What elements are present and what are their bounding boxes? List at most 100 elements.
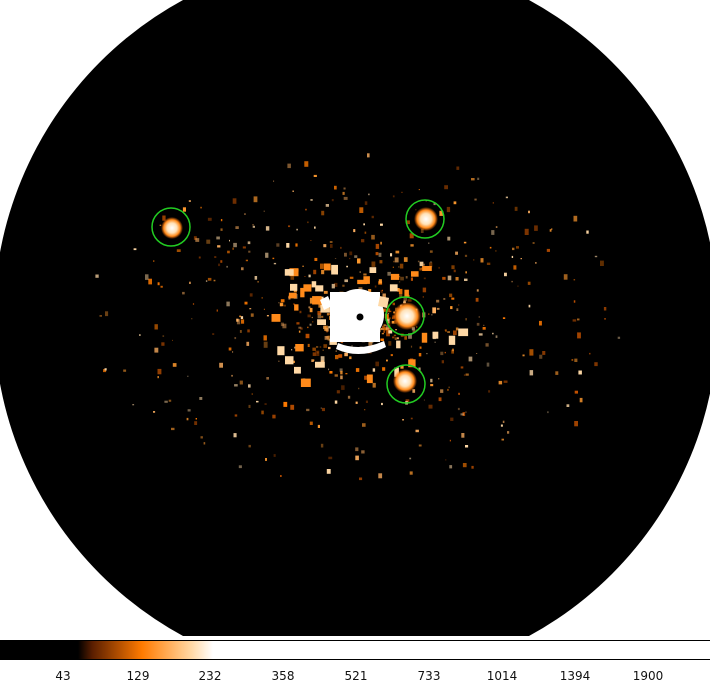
speckle xyxy=(385,314,389,320)
speckle xyxy=(375,252,379,256)
speckle xyxy=(251,393,253,395)
speckle xyxy=(444,185,448,190)
speckle xyxy=(250,313,254,317)
speckle xyxy=(103,369,107,373)
speckle xyxy=(465,373,469,376)
speckle xyxy=(389,317,392,320)
speckle xyxy=(343,196,348,200)
speckle xyxy=(492,202,494,204)
speckle xyxy=(323,344,328,348)
colorbar-tick: 1900 xyxy=(632,669,664,683)
speckle xyxy=(468,356,473,362)
speckle xyxy=(344,352,348,357)
speckle xyxy=(408,333,412,339)
speckle xyxy=(334,258,337,259)
speckle xyxy=(379,260,383,264)
speckle xyxy=(473,259,475,261)
speckle xyxy=(464,278,468,281)
speckle xyxy=(240,316,244,319)
astronomical-image-view[interactable] xyxy=(0,0,710,636)
speckle xyxy=(378,473,383,479)
speckle xyxy=(445,459,447,461)
speckle xyxy=(358,387,360,390)
speckle xyxy=(206,239,211,244)
speckle xyxy=(299,310,302,314)
region-marker-2[interactable] xyxy=(405,199,445,239)
speckle xyxy=(453,201,457,205)
speckle xyxy=(320,356,325,362)
speckle xyxy=(409,457,412,460)
speckle xyxy=(398,266,400,268)
colorbar-tick: 129 xyxy=(126,669,150,683)
region-marker-1[interactable] xyxy=(151,207,191,247)
speckle xyxy=(535,262,537,264)
speckle xyxy=(353,229,356,233)
region-marker-3[interactable] xyxy=(385,296,425,336)
speckle xyxy=(539,354,543,359)
speckle xyxy=(316,346,319,348)
speckle xyxy=(300,287,305,298)
speckle xyxy=(426,353,428,355)
speckle xyxy=(363,276,370,284)
speckle xyxy=(492,332,494,335)
speckle xyxy=(355,455,359,461)
speckle xyxy=(501,438,504,441)
speckle xyxy=(463,241,467,244)
speckle xyxy=(500,424,503,427)
speckle xyxy=(386,327,389,331)
speckle xyxy=(480,258,484,263)
speckle xyxy=(511,280,513,283)
speckle xyxy=(272,257,275,260)
speckle xyxy=(266,315,269,317)
speckle xyxy=(399,263,404,269)
region-marker-4[interactable] xyxy=(386,364,426,404)
speckle xyxy=(410,345,413,348)
speckle xyxy=(398,288,403,295)
speckle xyxy=(279,302,284,306)
speckle xyxy=(323,244,327,248)
speckle xyxy=(381,332,384,335)
speckle xyxy=(172,363,177,367)
speckle xyxy=(422,263,425,266)
speckle xyxy=(378,252,382,257)
speckle xyxy=(193,236,197,240)
speckle xyxy=(409,471,413,475)
speckle xyxy=(418,189,420,191)
speckle xyxy=(380,338,384,341)
speckle xyxy=(407,299,412,302)
speckle xyxy=(382,293,386,299)
speckle xyxy=(410,244,414,247)
speckle xyxy=(314,226,316,229)
speckle xyxy=(254,276,258,280)
speckle xyxy=(307,343,310,347)
speckle xyxy=(363,273,367,276)
speckle xyxy=(284,269,294,276)
speckle xyxy=(476,322,480,326)
speckle xyxy=(249,293,253,297)
speckle xyxy=(458,328,469,337)
speckle xyxy=(266,377,269,380)
speckle xyxy=(359,477,363,481)
speckle xyxy=(261,410,264,415)
speckle xyxy=(572,319,577,322)
speckle xyxy=(104,368,107,371)
speckle xyxy=(305,333,310,339)
speckle xyxy=(326,469,331,474)
speckle xyxy=(504,272,507,277)
speckle xyxy=(418,444,422,447)
speckle xyxy=(604,318,606,320)
speckle xyxy=(482,327,486,330)
speckle xyxy=(364,231,367,234)
speckle xyxy=(159,224,162,226)
speckle xyxy=(282,323,287,329)
speckle xyxy=(368,340,373,347)
speckle xyxy=(395,329,397,331)
speckle xyxy=(419,261,424,267)
speckle xyxy=(522,354,525,357)
speckle xyxy=(549,229,552,232)
speckle xyxy=(264,403,267,405)
speckle xyxy=(440,351,444,356)
speckle xyxy=(551,228,553,230)
speckle xyxy=(290,404,295,410)
speckle xyxy=(449,439,451,442)
